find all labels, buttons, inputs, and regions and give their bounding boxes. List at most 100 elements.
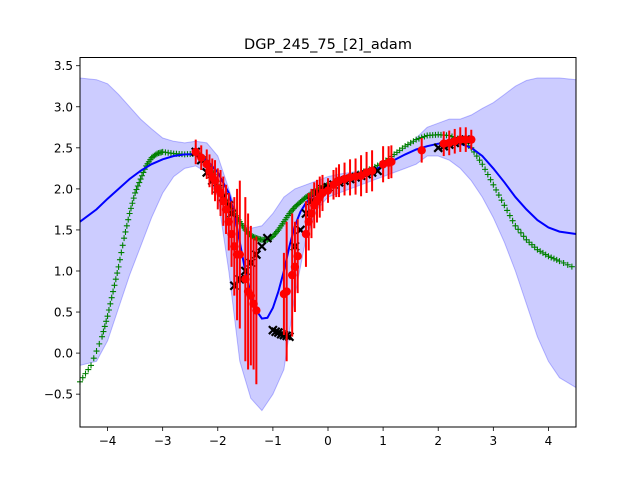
test-point: [293, 252, 302, 261]
test-point: [191, 147, 200, 157]
test-point: [219, 196, 228, 206]
sample-marker: [134, 183, 141, 190]
mean-line-layer: [79, 141, 577, 320]
sample-marker: [104, 313, 111, 320]
test-point: [235, 250, 245, 259]
sample-marker: [137, 176, 144, 183]
sample-marker: [553, 256, 560, 263]
train-point: [262, 233, 273, 243]
test-point: [210, 176, 220, 185]
test-point: [249, 299, 258, 309]
sample-marker: [506, 212, 513, 219]
sample-marker: [550, 255, 557, 262]
test-point: [216, 188, 225, 198]
sample-marker: [110, 288, 117, 295]
sample-marker: [82, 370, 89, 377]
sample-marker: [115, 263, 122, 270]
test-point: [417, 146, 426, 155]
x-tick-label: 2: [434, 434, 442, 448]
test-points-layer: [191, 127, 476, 385]
sample-marker: [96, 340, 103, 347]
sample-marker: [520, 233, 527, 240]
sample-marker: [88, 362, 95, 369]
sample-marker: [139, 172, 145, 179]
mean-line: [79, 141, 577, 320]
test-point: [224, 217, 233, 226]
x-tick-label: −4: [99, 434, 117, 448]
sample-marker: [107, 300, 114, 307]
sample-marker: [498, 197, 505, 204]
sample-marker: [140, 169, 147, 176]
sample-marker: [473, 153, 480, 160]
sample-marker: [487, 176, 494, 183]
sample-marker: [90, 355, 97, 362]
sample-marker: [132, 189, 139, 196]
test-point: [227, 229, 236, 239]
test-point: [323, 186, 333, 195]
sample-marker: [421, 133, 428, 140]
test-point: [252, 306, 261, 315]
sample-marker: [130, 195, 137, 202]
y-tick-label: 1.0: [54, 264, 73, 278]
sample-marker: [560, 259, 567, 266]
sample-marker: [118, 249, 125, 256]
sample-marker: [476, 157, 483, 164]
x-tick-label: −1: [264, 434, 282, 448]
sample-marker: [99, 333, 106, 340]
sample-marker: [136, 179, 143, 186]
test-point: [304, 217, 313, 226]
sample-marker: [114, 270, 121, 277]
y-tick-label: 2.5: [54, 141, 73, 155]
confidence-band: [79, 77, 577, 412]
sample-marker: [121, 235, 128, 242]
y-tick-label: 0.0: [54, 347, 73, 361]
y-tick-label: 2.0: [54, 182, 73, 196]
sample-marker: [85, 366, 92, 373]
train-point: [270, 326, 281, 337]
x-tick-label: 3: [490, 434, 498, 448]
sample-marker: [517, 229, 524, 236]
sample-marker: [548, 254, 555, 261]
x-tick-label: −3: [154, 434, 172, 448]
sample-marker: [568, 263, 575, 270]
test-point: [307, 209, 316, 218]
sample-marker: [100, 328, 107, 335]
sample-marker: [122, 228, 129, 235]
test-point: [387, 157, 396, 166]
test-point: [467, 135, 476, 144]
y-tick-label: 3.0: [54, 100, 73, 114]
sample-marker: [152, 151, 159, 158]
test-point: [367, 166, 377, 176]
chart-title: DGP_245_75_[2]_adam: [244, 37, 412, 53]
x-tick-label: 4: [545, 434, 553, 448]
sample-marker: [93, 348, 100, 355]
sample-marker: [564, 261, 571, 268]
sample-marker: [112, 276, 119, 283]
x-axis: −4 −3 −2 −1 0 1 2 3 4: [99, 427, 553, 448]
test-point: [287, 270, 297, 280]
sample-marker: [512, 222, 519, 229]
sample-marker: [413, 136, 420, 143]
sample-marker: [479, 161, 486, 168]
sample-marker: [509, 217, 516, 224]
sample-marker: [515, 226, 522, 233]
sample-marker: [119, 242, 126, 249]
sample-marker: [111, 282, 118, 289]
y-tick-label: −0.5: [44, 388, 73, 402]
test-point: [246, 291, 256, 300]
sample-marker: [129, 200, 136, 207]
test-point: [202, 160, 211, 169]
sample-marker: [493, 186, 500, 193]
test-point: [197, 153, 206, 162]
train-point: [257, 241, 267, 252]
confidence-band-layer: [79, 77, 577, 412]
y-tick-label: 3.5: [54, 59, 73, 73]
sample-marker: [105, 306, 112, 313]
sample-marker: [490, 181, 497, 188]
sample-marker: [504, 207, 511, 214]
sample-marker: [501, 202, 508, 209]
test-point: [241, 275, 250, 284]
x-tick-label: 0: [324, 434, 332, 448]
y-axis: −0.5 0.0 0.5 1.0 1.5 2.0 2.5 3.0 3.5: [44, 59, 80, 402]
